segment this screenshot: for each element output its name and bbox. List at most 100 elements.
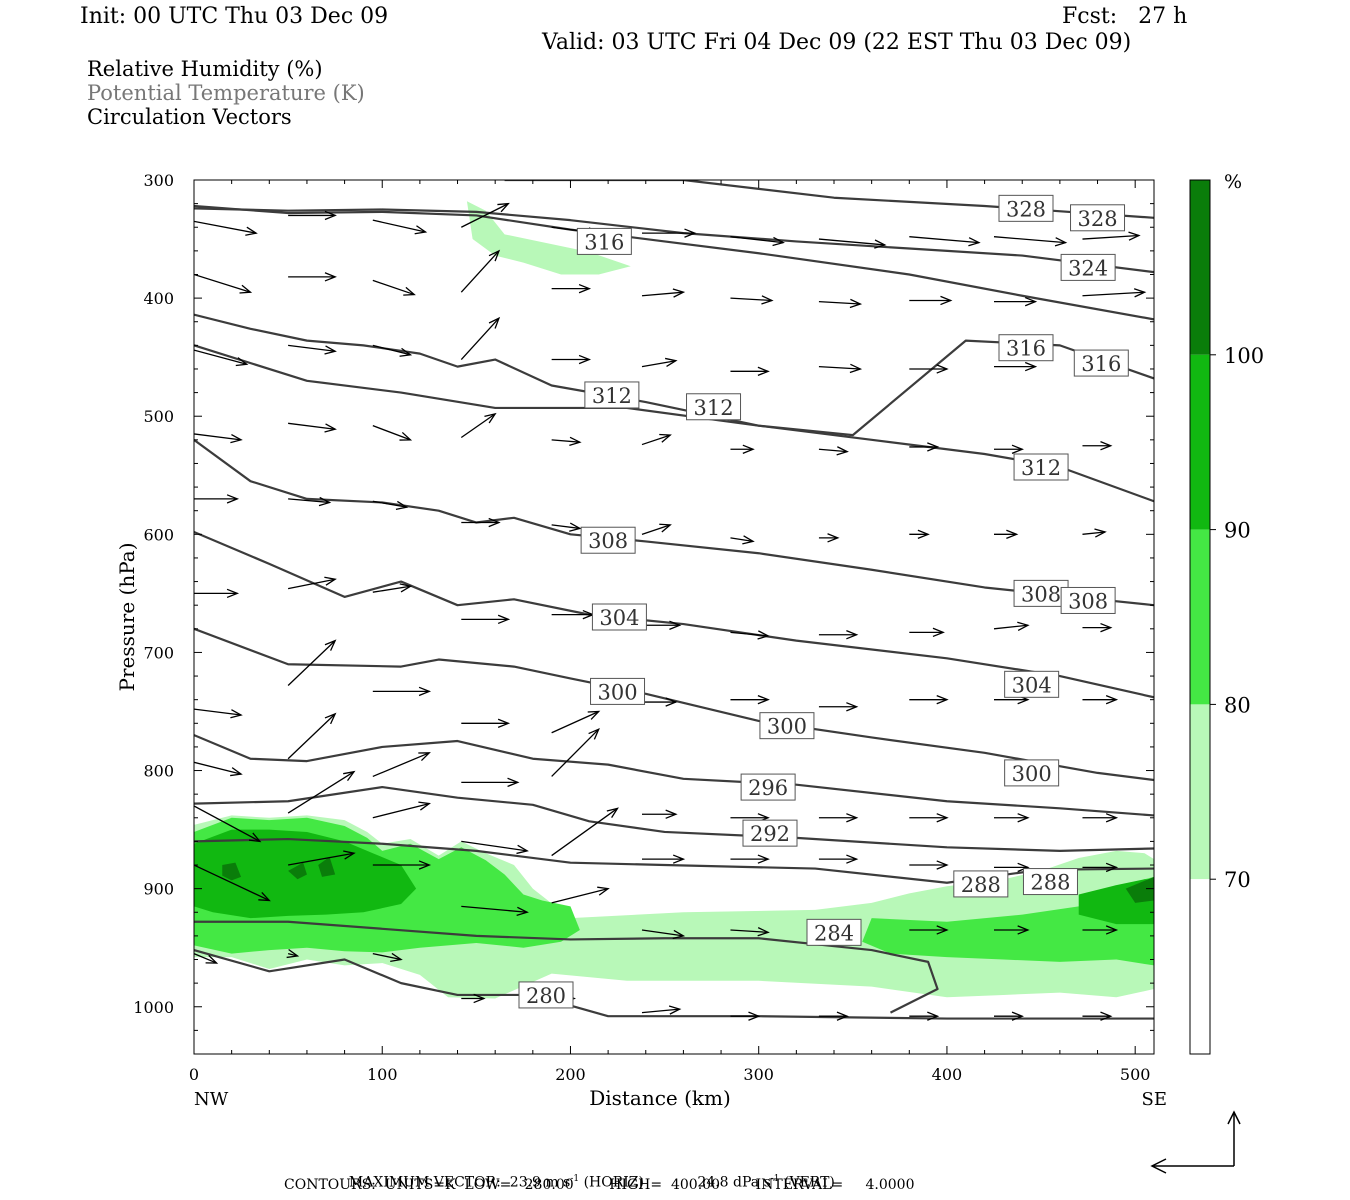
svg-text:280: 280: [526, 984, 566, 1008]
vector-arrow-76: [1082, 694, 1119, 705]
contour-label-304-0: 304: [591, 603, 647, 631]
contour-label-316-1: 316: [1073, 349, 1129, 377]
svg-text:316: 316: [1081, 352, 1121, 376]
vector-arrow-7: [818, 238, 887, 249]
vector-arrow-37: [551, 436, 582, 447]
vector-arrow-65: [1082, 622, 1113, 633]
rh-shading: [194, 201, 1154, 999]
vector-arrow-45: [288, 496, 332, 507]
vector-arrow-100: [288, 850, 356, 866]
vector-arrow-71: [642, 697, 678, 707]
vector-arrow-116: [730, 1011, 761, 1021]
vector-arrow-8: [909, 236, 981, 247]
vector-arrow-79: [372, 752, 431, 778]
vector-arrow-97: [994, 862, 1030, 873]
x-end-label-se: SE: [1142, 1089, 1167, 1110]
vert-exponent: -1: [770, 1174, 780, 1184]
theta-contour-328-0: [504, 180, 1154, 219]
vector-arrow-36: [460, 412, 497, 439]
vector-arrow-84: [818, 813, 859, 823]
svg-text:288: 288: [961, 873, 1001, 897]
x-tick-label-400: 400: [932, 1065, 963, 1084]
svg-text:308: 308: [588, 529, 628, 553]
vector-arrow-107: [909, 925, 949, 935]
legend-rh: Relative Humidity (%): [87, 57, 323, 81]
theta-contour-316-2: [194, 204, 1154, 321]
colorbar-label-70: 70: [1224, 868, 1251, 892]
vector-arrow-29: [818, 363, 863, 374]
init-time: Init: 00 UTC Thu 03 Dec 09: [80, 4, 389, 29]
vector-arrow-42: [994, 444, 1024, 454]
vector-arrow-54: [1082, 528, 1107, 538]
vector-arrow-60: [642, 620, 682, 630]
contour-label-308-2: 308: [1060, 586, 1116, 614]
vector-arrow-86: [994, 813, 1030, 823]
vector-arrow-33: [194, 433, 243, 444]
vector-arrow-99: [194, 864, 271, 902]
colorbar-segment-4: [1190, 879, 1210, 1054]
vector-arrow-120: [1082, 1011, 1113, 1021]
vector-arrow-39: [730, 444, 755, 454]
theta-contour-312-4: [194, 344, 1154, 503]
legend-vectors: Circulation Vectors: [87, 105, 292, 129]
colorbar-label-90: 90: [1224, 519, 1251, 543]
svg-text:300: 300: [1012, 762, 1052, 786]
svg-text:300: 300: [767, 715, 807, 739]
contour-label-300-2: 300: [1004, 759, 1060, 787]
vector-arrow-23: [288, 344, 337, 355]
rh-region-100-8: [318, 856, 336, 877]
vector-arrow-93: [642, 854, 686, 864]
vector-arrow-80: [461, 777, 520, 788]
vector-arrow-92: [551, 807, 619, 857]
vector-arrow-85: [909, 813, 949, 823]
vector-arrow-73: [818, 702, 859, 712]
max-vector-line: MAXIMUM VECTOR: 23.9 m s-1 (HORIZ) 24.8 …: [340, 1158, 835, 1191]
y-tick-label-400: 400: [143, 289, 174, 308]
colorbar-segment-2: [1190, 529, 1210, 705]
svg-text:316: 316: [1006, 337, 1046, 361]
svg-text:308: 308: [1068, 589, 1108, 613]
vector-arrow-17: [730, 295, 774, 305]
x-tick-label-500: 500: [1120, 1065, 1151, 1084]
vector-arrow-58: [461, 614, 511, 625]
vector-arrow-27: [641, 357, 678, 368]
theta-contour-316-3: [194, 313, 1154, 437]
theta-contour-324-1: [194, 207, 1154, 274]
contour-label-292-0: 292: [742, 819, 798, 847]
svg-text:328: 328: [1006, 197, 1046, 221]
vector-arrow-21: [1082, 288, 1147, 298]
x-tick-label-300: 300: [743, 1065, 774, 1084]
vector-arrow-95: [818, 854, 859, 864]
vector-arrow-89: [287, 770, 356, 814]
svg-text:288: 288: [1030, 871, 1070, 895]
rh-region-100-6: [222, 862, 242, 881]
vector-arrow-35: [372, 425, 413, 441]
vector-arrow-49: [641, 523, 672, 535]
vector-arrow-81: [551, 727, 600, 777]
vector-arrow-40: [818, 446, 849, 456]
vector-arrow-115: [641, 1005, 682, 1015]
axes: 0 100 200 300 400 500 300 400 500 600 700 800 900 100…: [133, 171, 1154, 1084]
y-tick-label-500: 500: [143, 407, 174, 426]
vector-arrow-34: [288, 422, 337, 433]
vector-arrow-0: [194, 220, 258, 236]
forecast-hour: Fcst: 27 h: [1062, 4, 1188, 29]
vector-arrow-52: [909, 529, 930, 540]
vector-arrow-63: [909, 627, 945, 638]
vector-arrow-5: [642, 228, 697, 238]
contour-label-316-0: 316: [998, 334, 1054, 362]
contour-label-300-0: 300: [590, 677, 646, 705]
vector-arrow-2: [372, 219, 428, 235]
vector-arrow-61: [730, 630, 770, 640]
max-vector-vert: 24.8 dPa s: [697, 1174, 771, 1191]
y-tick-label-800: 800: [143, 762, 174, 781]
theta-contour-292-9: [194, 785, 1154, 852]
vector-arrow-43: [1082, 441, 1113, 451]
vector-arrow-72: [730, 694, 770, 705]
vector-arrow-119: [994, 1011, 1024, 1021]
vector-arrow-25: [460, 316, 501, 360]
vector-arrow-111: [286, 948, 300, 959]
contour-label-324-0: 324: [1060, 253, 1116, 281]
theta-contour-280-12: [194, 949, 1154, 1020]
